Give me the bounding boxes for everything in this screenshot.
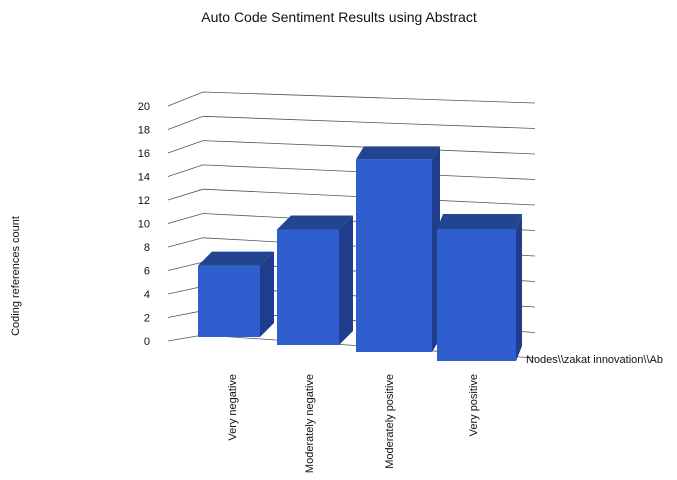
gridline [167,91,536,107]
bar-front [437,229,516,361]
y-tick-label: 2 [144,313,150,325]
gridline [167,115,536,130]
y-tick-label: 14 [138,172,150,184]
bar-front [198,265,260,337]
series-label: Nodes\\zakat innovation\\Ab [526,354,663,366]
bars [198,146,522,361]
bar-side [260,251,274,337]
x-category-label: Moderately negative [304,374,316,473]
bar-top [437,214,522,229]
bar-top [198,251,274,266]
y-tick-label: 0 [144,336,150,348]
gridline [167,140,536,155]
gridline [167,164,536,180]
gridline [167,188,536,206]
y-tick-label: 8 [144,242,150,254]
bar-front [277,229,339,345]
bar-side [516,214,522,361]
category-labels: Very negative Moderately negative Moderate… [227,374,480,473]
y-tick-label: 10 [138,219,150,231]
y-tick-label: 20 [138,101,150,113]
y-axis-label: Coding references count [10,216,22,336]
bar-side [339,215,353,345]
x-category-label: Very positive [468,374,480,436]
bar-top [356,146,440,160]
bar-front [356,159,432,352]
y-tick-label: 6 [144,266,150,278]
y-tick-label: 16 [138,148,150,160]
y-tick-label: 4 [144,289,150,301]
y-tick-label: 12 [138,195,150,207]
bar-top [277,215,353,230]
gridlines [167,91,536,359]
x-category-label: Moderately positive [384,374,396,469]
y-tick-labels: 0 2 4 6 8 10 12 14 16 18 20 [138,101,150,348]
chart-title: Auto Code Sentiment Results using Abstra… [201,9,477,25]
x-category-label: Very negative [227,374,239,441]
y-tick-label: 18 [138,125,150,137]
